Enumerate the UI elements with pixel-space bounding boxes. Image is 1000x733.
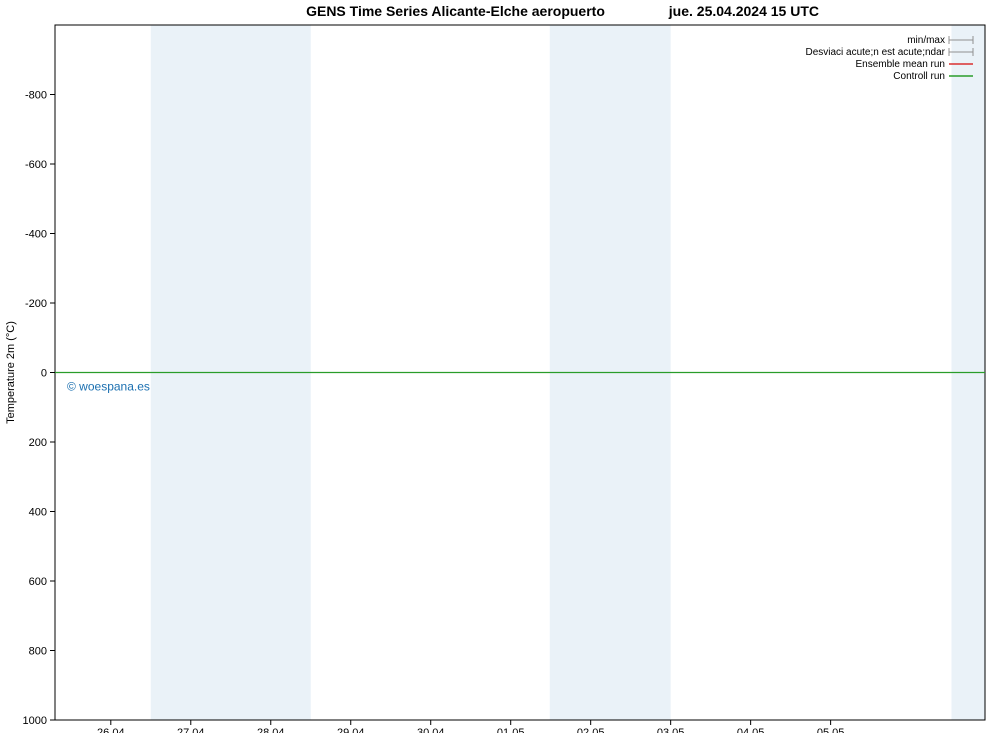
chart-title-right: jue. 25.04.2024 15 UTC [668,3,819,19]
time-series-chart: -800 -600 -400 -200 0 200 400 600 800 1000 26.04 27… [0,0,1000,733]
y-tick-label: 800 [29,646,47,658]
x-tick-label: 27.04 [177,727,205,733]
y-tick-label: -600 [25,159,47,171]
x-tick-label: 30.04 [417,727,445,733]
x-tick-label: 04.05 [737,727,765,733]
legend-label: Ensemble mean run [856,59,946,70]
y-tick-label: 0 [41,368,47,380]
chart-title-left: GENS Time Series Alicante-Elche aeropuer… [306,3,605,19]
y-tick-label: 200 [29,437,47,449]
y-axis-label: Temperature 2m (°C) [5,321,17,424]
chart-container: -800 -600 -400 -200 0 200 400 600 800 1000 26.04 27… [0,0,1000,733]
y-tick-label: 1000 [23,715,47,727]
x-tick-label: 29.04 [337,727,365,733]
x-tick-label: 02.05 [577,727,605,733]
y-tick-label: 400 [29,507,47,519]
x-tick-label: 03.05 [657,727,685,733]
legend-label: min/max [907,35,945,46]
x-tick-label: 26.04 [97,727,125,733]
x-tick-label: 05.05 [817,727,845,733]
y-tick-label: -800 [25,90,47,102]
legend-label: Controll run [893,71,945,82]
y-tick-label: -400 [25,229,47,241]
x-tick-label: 01.05 [497,727,525,733]
watermark: © woespana.es [67,380,150,394]
legend-label: Desviaci acute;n est acute;ndar [805,47,945,58]
y-tick-label: 600 [29,576,47,588]
x-tick-label: 28.04 [257,727,285,733]
y-tick-label: -200 [25,298,47,310]
